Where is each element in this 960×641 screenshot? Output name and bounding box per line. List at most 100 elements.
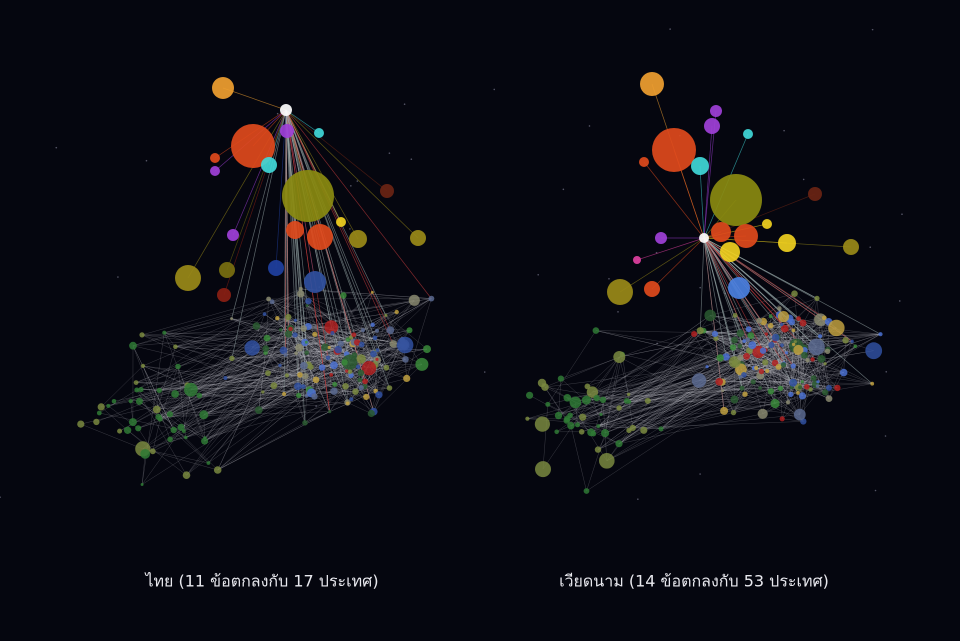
edge — [139, 347, 300, 402]
node — [715, 378, 723, 386]
edge — [156, 392, 312, 410]
edge — [231, 109, 287, 359]
edge — [544, 386, 627, 402]
edge — [258, 292, 373, 411]
edge — [208, 389, 310, 464]
edge — [232, 109, 287, 236]
edge — [660, 362, 735, 430]
node — [554, 411, 563, 420]
node — [330, 361, 338, 370]
edge — [204, 364, 309, 442]
node — [710, 174, 762, 226]
edge — [300, 288, 432, 299]
edge — [794, 293, 803, 382]
edge — [185, 366, 359, 438]
edge — [287, 320, 307, 343]
edge — [175, 328, 291, 347]
edge — [365, 359, 406, 382]
node — [720, 242, 740, 262]
edge — [315, 372, 362, 380]
edge — [587, 333, 741, 387]
edge — [325, 347, 378, 360]
edge — [186, 352, 307, 476]
star — [869, 246, 872, 249]
edge — [749, 327, 837, 351]
node — [357, 369, 365, 377]
edge — [140, 389, 160, 391]
edge — [299, 347, 323, 368]
edge — [767, 370, 792, 388]
nodes — [525, 72, 883, 494]
edge — [142, 365, 174, 431]
edge — [699, 165, 705, 239]
node — [762, 219, 772, 229]
node — [166, 411, 173, 418]
edge — [796, 345, 873, 384]
node — [133, 380, 139, 385]
node — [262, 312, 267, 316]
star — [637, 498, 639, 500]
edge — [304, 342, 329, 358]
node — [336, 217, 346, 227]
node — [213, 466, 222, 474]
edge — [586, 357, 721, 401]
edge — [80, 395, 200, 425]
edge — [300, 293, 373, 325]
edge — [285, 109, 394, 345]
node — [737, 343, 743, 349]
edge — [577, 333, 741, 425]
edge — [775, 334, 881, 338]
edge — [544, 366, 708, 388]
edge — [740, 376, 818, 382]
edge — [643, 390, 723, 431]
edge — [140, 389, 160, 391]
node — [370, 290, 374, 294]
edge — [758, 351, 826, 364]
node — [162, 330, 167, 335]
edge — [821, 358, 830, 388]
edge — [277, 318, 405, 346]
edge — [140, 389, 206, 438]
node — [212, 77, 234, 99]
node — [793, 344, 804, 356]
edge — [130, 389, 310, 402]
node — [780, 322, 784, 327]
edge — [560, 378, 602, 415]
edge — [231, 358, 287, 376]
edge — [258, 395, 307, 411]
node — [771, 333, 780, 342]
edge — [698, 380, 873, 384]
edge — [622, 354, 633, 428]
node — [593, 394, 600, 402]
edge — [204, 342, 358, 442]
star — [0, 496, 1, 499]
node — [808, 387, 813, 392]
star — [874, 489, 877, 492]
node — [353, 339, 361, 346]
edge — [740, 319, 821, 334]
node — [805, 358, 810, 363]
edge — [183, 288, 301, 432]
edge — [159, 366, 179, 391]
star — [656, 342, 658, 345]
edge — [169, 414, 205, 442]
node — [294, 382, 302, 391]
edge — [187, 384, 259, 411]
edge — [272, 301, 403, 340]
edge — [164, 332, 176, 347]
node — [252, 322, 261, 330]
edge — [807, 360, 844, 373]
edge — [138, 342, 305, 429]
edge — [286, 375, 306, 423]
edge — [600, 414, 662, 430]
node — [428, 295, 435, 302]
edge — [721, 382, 734, 413]
edge — [177, 334, 296, 367]
edge — [632, 381, 723, 429]
edge — [285, 349, 339, 355]
edge — [740, 369, 818, 387]
edge — [132, 333, 289, 346]
edge — [586, 399, 735, 401]
node — [739, 385, 745, 391]
edge — [285, 109, 387, 368]
